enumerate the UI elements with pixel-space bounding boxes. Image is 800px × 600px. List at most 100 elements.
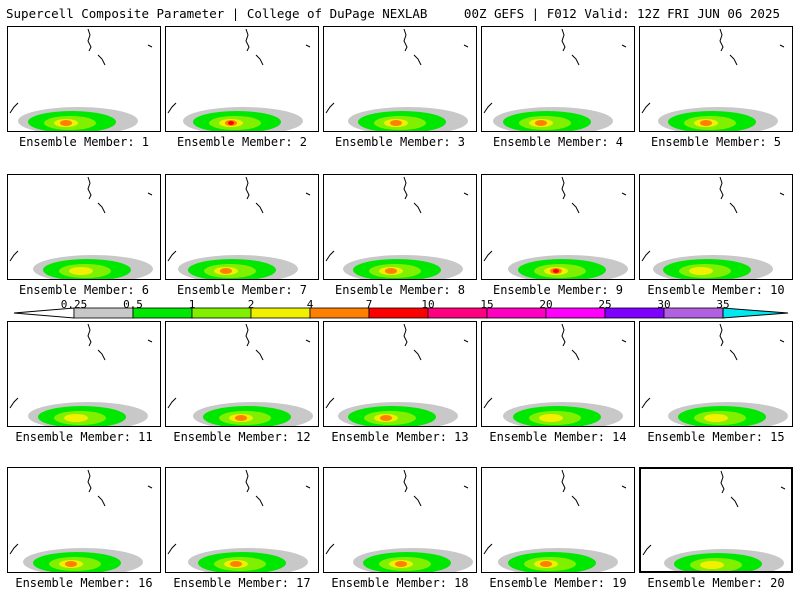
scp-contour-orange [60, 120, 72, 126]
colorbar-segment [486, 307, 547, 319]
ensemble-member-panel[interactable] [639, 321, 793, 427]
coastline-outline [719, 176, 724, 200]
scp-contour-yellow [689, 267, 713, 275]
colorbar-tick-label: 30 [657, 298, 671, 311]
ensemble-member-label: Ensemble Member: 14 [489, 430, 627, 444]
coastline-outline [729, 349, 738, 361]
scp-map [9, 28, 153, 131]
scp-contour-orange [390, 120, 402, 126]
coastline-outline [97, 495, 106, 507]
ensemble-member-panel[interactable] [323, 26, 477, 132]
scp-map [167, 28, 311, 131]
ensemble-member-panel[interactable] [481, 26, 635, 132]
ensemble-member-label: Ensemble Member: 2 [176, 135, 308, 149]
scp-map [483, 323, 627, 426]
ensemble-member-panel[interactable] [7, 174, 161, 280]
coastline-outline [571, 495, 580, 507]
ensemble-member-label: Ensemble Member: 5 [650, 135, 782, 149]
ensemble-member-panel[interactable] [481, 467, 635, 573]
run-valid-time: 00Z GEFS | F012 Valid: 12Z FRI JUN 06 20… [463, 6, 780, 21]
scp-map [167, 469, 311, 572]
ensemble-member-panel[interactable] [481, 174, 635, 280]
coastline-outline [255, 349, 264, 361]
coastline-outline [780, 486, 786, 490]
ensemble-member-panel[interactable] [165, 321, 319, 427]
colorbar-tick-label: 10 [421, 298, 435, 311]
scp-contour-orange [540, 561, 552, 567]
coastline-outline [779, 44, 785, 48]
coastline-outline [87, 176, 92, 200]
coastline-outline [305, 485, 311, 489]
coastline-outline [720, 470, 725, 494]
ensemble-member-label: Ensemble Member: 18 [331, 576, 469, 590]
ensemble-member-panel[interactable] [165, 26, 319, 132]
coastline-outline [403, 323, 408, 347]
ensemble-member-panel[interactable] [7, 26, 161, 132]
coastline-outline [483, 397, 493, 409]
coastline-outline [571, 349, 580, 361]
coastline-outline [87, 323, 92, 347]
coastline-outline [9, 397, 19, 409]
coastline-outline [147, 44, 153, 48]
map-title: Supercell Composite Parameter | College … [6, 6, 428, 21]
ensemble-member-panel[interactable] [639, 467, 793, 573]
coastline-outline [641, 250, 651, 262]
coastline-outline [561, 176, 566, 200]
ensemble-member-label: Ensemble Member: 1 [18, 135, 150, 149]
coastline-outline [245, 323, 250, 347]
colorbar-tick-label: 1 [188, 298, 196, 311]
ensemble-member-panel[interactable] [481, 321, 635, 427]
ensemble-member-label: Ensemble Member: 17 [173, 576, 311, 590]
ensemble-member-label: Ensemble Member: 8 [334, 283, 466, 297]
scp-contour-yellow [700, 561, 724, 569]
scp-contour-red [228, 121, 234, 125]
coastline-outline [325, 102, 335, 114]
coastline-outline [9, 102, 19, 114]
coastline-outline [305, 44, 311, 48]
coastline-outline [642, 544, 652, 556]
ensemble-member-panel[interactable] [639, 26, 793, 132]
ensemble-member-label: Ensemble Member: 6 [18, 283, 150, 297]
coastline-outline [97, 202, 106, 214]
scp-contour-orange [700, 120, 712, 126]
coastline-outline [779, 192, 785, 196]
coastline-outline [325, 543, 335, 555]
ensemble-member-panel[interactable] [165, 467, 319, 573]
colorbar-tick-label: 7 [365, 298, 373, 311]
ensemble-member-panel[interactable] [7, 467, 161, 573]
coastline-outline [9, 250, 19, 262]
scp-map [641, 176, 785, 279]
ensemble-member-panel[interactable] [323, 174, 477, 280]
ensemble-member-panel[interactable] [639, 174, 793, 280]
scp-contour-yellow [539, 414, 563, 422]
colorbar-segment [427, 307, 488, 319]
coastline-outline [255, 54, 264, 66]
ensemble-member-label: Ensemble Member: 9 [492, 283, 624, 297]
coastline-outline [87, 28, 92, 52]
scp-map [642, 470, 786, 571]
ensemble-member-panel[interactable] [7, 321, 161, 427]
scp-map [325, 28, 469, 131]
coastline-outline [413, 349, 422, 361]
coastline-outline [245, 469, 250, 493]
coastline-outline [561, 323, 566, 347]
coastline-outline [403, 28, 408, 52]
coastline-outline [571, 202, 580, 214]
coastline-outline [413, 495, 422, 507]
ensemble-member-panel[interactable] [323, 321, 477, 427]
ensemble-member-label: Ensemble Member: 13 [331, 430, 469, 444]
coastline-outline [621, 44, 627, 48]
ensemble-member-panel[interactable] [165, 174, 319, 280]
ensemble-member-panel[interactable] [323, 467, 477, 573]
coastline-outline [561, 469, 566, 493]
scp-contour-red [553, 269, 559, 273]
coastline-outline [325, 397, 335, 409]
colorbar-tick-label: 2 [247, 298, 255, 311]
coastline-outline [621, 192, 627, 196]
coastline-outline [463, 44, 469, 48]
ensemble-member-label: Ensemble Member: 19 [489, 576, 627, 590]
coastline-outline [305, 339, 311, 343]
coastline-outline [621, 485, 627, 489]
coastline-outline [147, 192, 153, 196]
colorbar-tick-label: 35 [716, 298, 730, 311]
